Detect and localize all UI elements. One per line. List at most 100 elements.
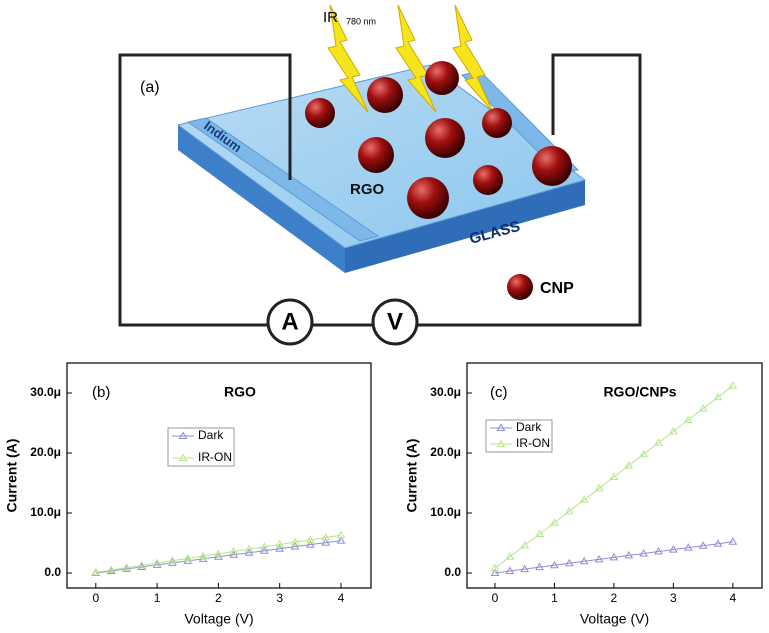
data-point [275,540,285,548]
chart-title: RGO/CNPs [603,384,676,400]
x-axis-label: Voltage (V) [184,611,253,627]
data-point [321,538,331,546]
legend-nanoparticle [507,274,533,300]
data-point [168,556,177,564]
data-point [698,541,708,549]
ir-label: IR [323,9,338,26]
nanoparticle [367,77,403,113]
y-axis-label: Current (A) [404,439,420,513]
data-point [336,536,346,544]
x-tick-label: 2 [215,591,222,605]
ammeter-label: A [281,308,298,335]
data-point [183,553,193,562]
y-tick-label: 10.0μ [30,505,61,519]
legend-marker [496,439,506,447]
data-point [505,566,515,575]
slab-side [178,125,345,273]
data-point [728,537,738,545]
nanoparticle [407,177,449,219]
data-point [683,415,693,423]
y-tick-label: 20.0μ [30,445,61,459]
y-tick-label: 0.0 [44,565,61,579]
diagram: A V (a) IR 780 nm Indium RGO GLASS CNP [118,4,642,346]
electrode [186,117,380,242]
data-point [244,544,254,553]
panel-label: (c) [490,384,508,401]
x-tick-label: 0 [492,591,499,605]
y-tick-label: 30.0μ [430,385,461,399]
slab-side [345,180,585,273]
data-point [535,529,544,537]
plot-frame [466,362,763,589]
data-point [564,506,574,515]
data-point [244,548,254,556]
chart: 0 1 2 3 4 0.0 10.0μ 20.0μ 30.0μ Voltage (V) Curren… [404,362,763,627]
ir-bolt [395,4,437,113]
ammeter [266,298,314,346]
y-tick-label: 0.0 [444,565,461,579]
x-tick-label: 0 [92,591,99,605]
data-point [505,552,515,560]
x-tick-label: 4 [338,591,345,605]
plot-frame [66,362,372,589]
data-point [624,550,634,559]
data-point [152,560,162,568]
data-point [336,530,346,539]
data-point [137,562,147,570]
data-point [520,564,530,573]
nanoparticle [358,137,394,173]
data-point [290,542,300,550]
x-tick-label: 2 [611,591,618,605]
wavelength-label: 780 nm [346,16,376,26]
x-tick-label: 4 [730,591,737,605]
data-point [290,537,300,546]
legend-box [167,427,235,467]
data-point [669,545,678,553]
data-point [321,533,331,541]
y-tick-label: 30.0μ [30,385,61,399]
data-point [305,540,315,548]
ir-bolt [327,4,369,113]
data-point [198,551,208,560]
data-point [214,549,223,557]
y-tick-label: 20.0μ [430,445,461,459]
data-point [535,562,544,571]
chart-title: RGO [224,384,256,400]
data-point [639,549,649,557]
data-point [669,426,678,435]
nanoparticle [473,165,503,195]
nanoparticle-legend-label: CNP [540,280,574,297]
data-point [122,563,131,571]
series-line [494,541,733,574]
legend-marker [178,431,188,439]
nanoparticles [305,61,572,300]
y-axis-label: Current (A) [4,439,20,513]
nanoparticle [305,98,335,128]
data-point [713,539,723,547]
data-point [106,565,116,574]
series-line [494,385,734,569]
data-point [259,542,269,550]
data-point [594,554,604,563]
voltmeter-label: V [387,308,403,335]
legend-marker [496,423,506,431]
nanoparticle [482,108,512,138]
data-point [624,461,634,469]
data-point [550,518,559,526]
data-point [594,483,604,492]
chart: 0 1 2 3 4 0.0 10.0μ 20.0μ 30.0μ Voltage (V) Curren… [4,362,372,627]
data-point [229,546,239,555]
nanoparticle [532,146,572,186]
data-point [639,449,649,458]
y-tick-label: 10.0μ [430,505,461,519]
film-label: RGO [350,181,385,198]
x-tick-label: 3 [670,591,677,605]
data-point [698,404,708,412]
data-point [305,535,315,543]
panel-label: (b) [92,384,110,401]
data-point [713,392,723,401]
data-point [728,381,738,389]
x-tick-label: 1 [551,591,558,605]
data-point [609,472,619,480]
data-point [490,563,500,572]
